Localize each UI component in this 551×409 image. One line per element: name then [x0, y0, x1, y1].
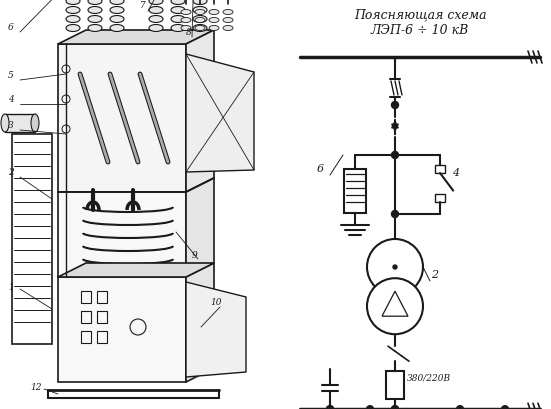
Text: Поясняющая схема: Поясняющая схема: [354, 8, 487, 21]
Polygon shape: [58, 31, 214, 45]
Ellipse shape: [1, 115, 9, 133]
Ellipse shape: [171, 7, 185, 14]
Text: 5: 5: [8, 71, 14, 80]
Ellipse shape: [181, 11, 191, 16]
Polygon shape: [58, 277, 186, 382]
Ellipse shape: [149, 7, 163, 14]
Ellipse shape: [181, 18, 191, 23]
Text: 2: 2: [431, 270, 438, 279]
Circle shape: [62, 126, 70, 134]
Ellipse shape: [149, 0, 163, 5]
Circle shape: [392, 211, 398, 218]
Ellipse shape: [66, 16, 80, 23]
Ellipse shape: [209, 18, 219, 23]
Circle shape: [392, 406, 398, 409]
Ellipse shape: [66, 0, 80, 5]
Text: 6: 6: [317, 164, 324, 173]
Ellipse shape: [223, 11, 233, 16]
Text: 12: 12: [30, 382, 41, 391]
Circle shape: [367, 279, 423, 335]
Ellipse shape: [223, 27, 233, 31]
Ellipse shape: [110, 7, 124, 14]
Ellipse shape: [193, 16, 207, 23]
Ellipse shape: [195, 11, 205, 16]
Circle shape: [327, 406, 333, 409]
Ellipse shape: [171, 25, 185, 32]
Text: 3: 3: [8, 121, 14, 130]
Polygon shape: [186, 282, 246, 377]
Text: 380/220В: 380/220В: [407, 372, 451, 381]
Ellipse shape: [66, 7, 80, 14]
Circle shape: [62, 96, 70, 104]
Circle shape: [62, 66, 70, 74]
Polygon shape: [186, 55, 254, 173]
Ellipse shape: [88, 7, 102, 14]
Circle shape: [393, 265, 397, 270]
Ellipse shape: [171, 16, 185, 23]
Polygon shape: [186, 179, 214, 277]
Polygon shape: [5, 115, 35, 133]
Ellipse shape: [209, 11, 219, 16]
Text: ЛЭП-6 ÷ 10 кВ: ЛЭП-6 ÷ 10 кВ: [371, 24, 469, 37]
Polygon shape: [186, 31, 214, 193]
Polygon shape: [186, 263, 214, 382]
Text: 10: 10: [210, 297, 222, 306]
Polygon shape: [58, 193, 186, 277]
Ellipse shape: [149, 25, 163, 32]
Ellipse shape: [171, 0, 185, 5]
Ellipse shape: [110, 0, 124, 5]
Text: 2: 2: [8, 168, 14, 177]
Ellipse shape: [193, 0, 207, 5]
Circle shape: [367, 239, 423, 295]
Ellipse shape: [66, 25, 80, 32]
Ellipse shape: [181, 27, 191, 31]
Polygon shape: [58, 45, 186, 193]
Ellipse shape: [88, 25, 102, 32]
Circle shape: [392, 152, 398, 159]
Circle shape: [501, 406, 509, 409]
Text: 4: 4: [8, 95, 14, 104]
Ellipse shape: [195, 27, 205, 31]
Circle shape: [392, 406, 398, 409]
Ellipse shape: [149, 16, 163, 23]
Ellipse shape: [110, 16, 124, 23]
Text: 7: 7: [140, 1, 146, 10]
Text: 9: 9: [192, 250, 198, 259]
Circle shape: [366, 406, 374, 409]
Ellipse shape: [88, 0, 102, 5]
Ellipse shape: [195, 18, 205, 23]
Ellipse shape: [88, 16, 102, 23]
Circle shape: [456, 406, 463, 409]
Circle shape: [392, 102, 398, 109]
Ellipse shape: [223, 18, 233, 23]
Ellipse shape: [193, 7, 207, 14]
Circle shape: [327, 406, 333, 409]
Ellipse shape: [31, 115, 39, 133]
Text: 8: 8: [186, 28, 192, 37]
Ellipse shape: [209, 27, 219, 31]
Ellipse shape: [193, 25, 207, 32]
Text: 4: 4: [452, 168, 459, 178]
Text: 6: 6: [8, 23, 14, 32]
Polygon shape: [58, 263, 214, 277]
Ellipse shape: [110, 25, 124, 32]
Text: 1: 1: [8, 282, 14, 291]
